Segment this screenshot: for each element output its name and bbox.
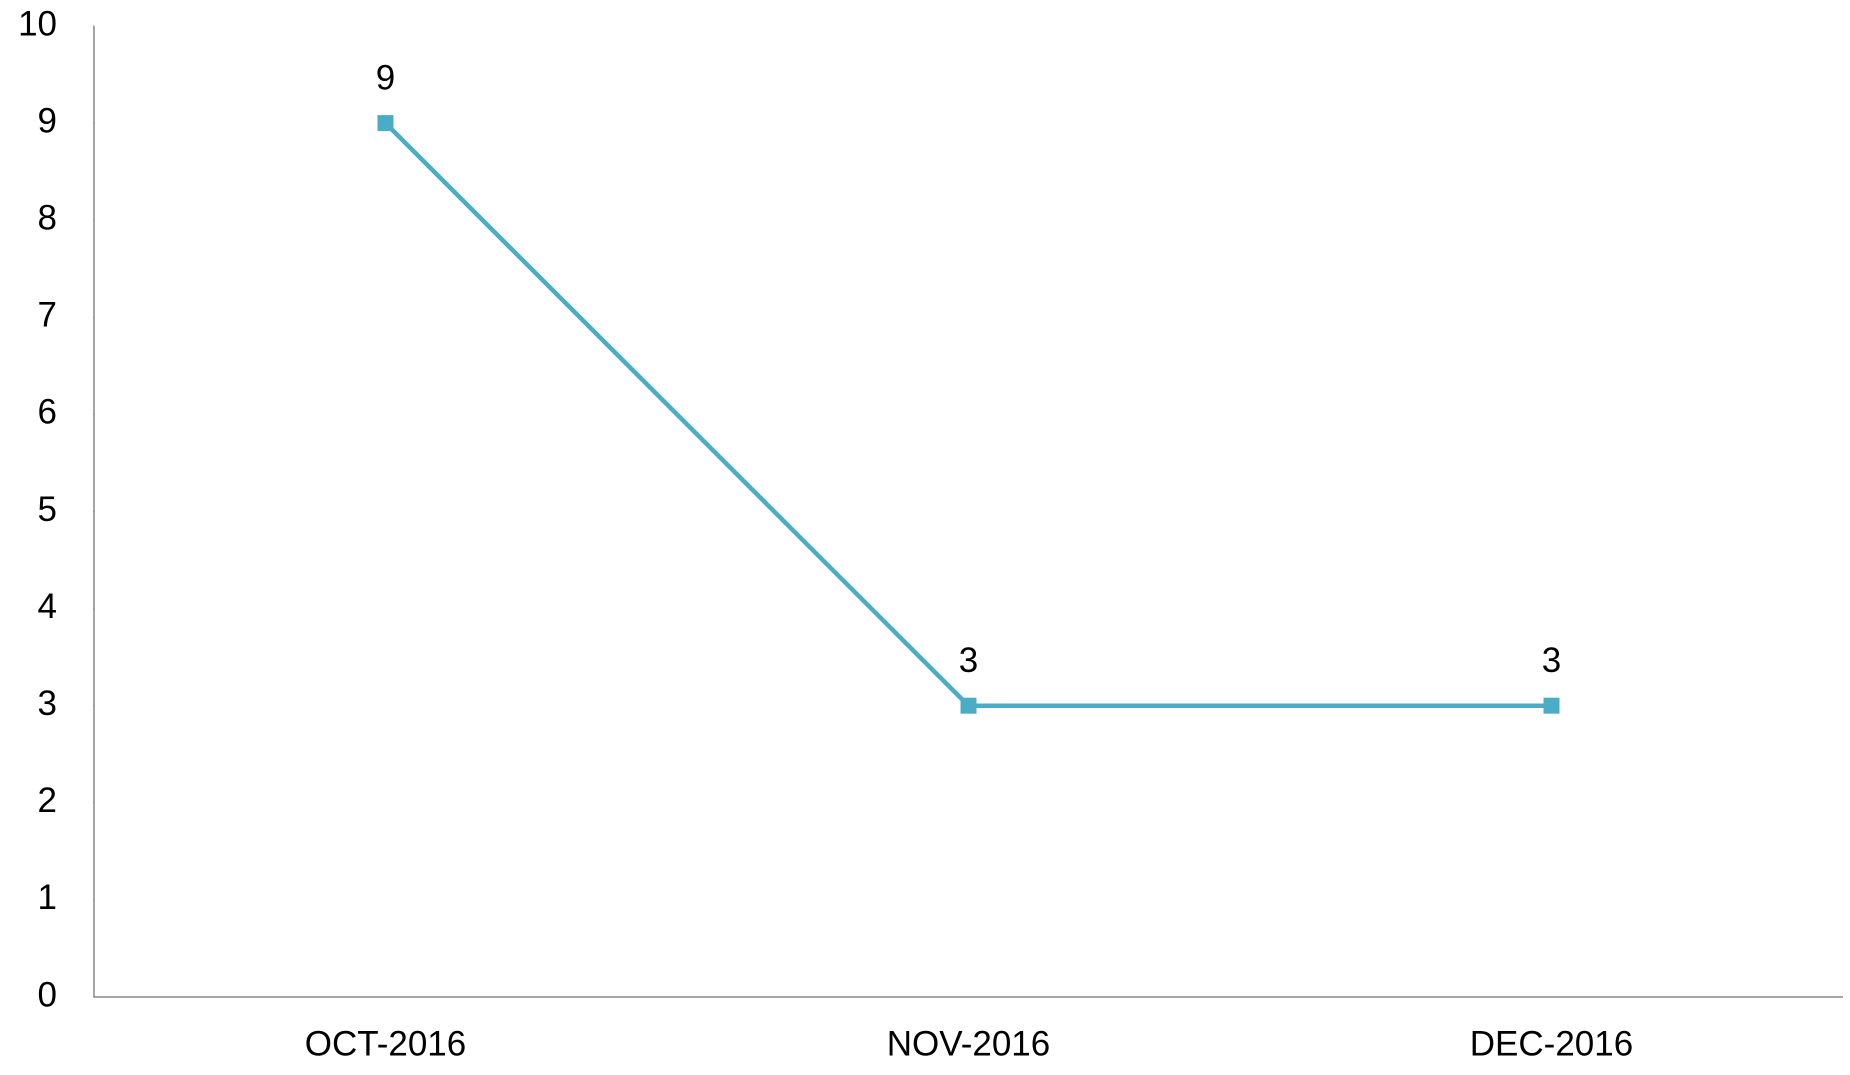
y-tick-label: 1	[38, 878, 57, 917]
x-tick-label: DEC-2016	[1470, 1024, 1633, 1063]
data-label: 3	[1542, 641, 1561, 680]
x-tick-label: OCT-2016	[305, 1024, 466, 1063]
marker	[960, 697, 977, 714]
marker	[1543, 697, 1560, 714]
x-tick-label: NOV-2016	[887, 1024, 1050, 1063]
series-line	[383, 121, 1552, 708]
y-tick-label: 6	[38, 393, 57, 432]
y-tick-label: 9	[38, 101, 57, 140]
data-label: 3	[959, 641, 978, 680]
data-label: 9	[376, 58, 395, 97]
y-tick-label: 5	[38, 490, 57, 529]
y-tick-label: 2	[38, 781, 57, 820]
y-tick-label: 0	[38, 975, 57, 1014]
y-tick-label: 3	[38, 684, 57, 723]
y-tick-label: 7	[38, 296, 57, 335]
y-tick-label: 8	[38, 198, 57, 237]
y-tick-label: 10	[18, 4, 57, 43]
marker	[377, 115, 394, 132]
y-tick-label: 4	[38, 587, 57, 626]
